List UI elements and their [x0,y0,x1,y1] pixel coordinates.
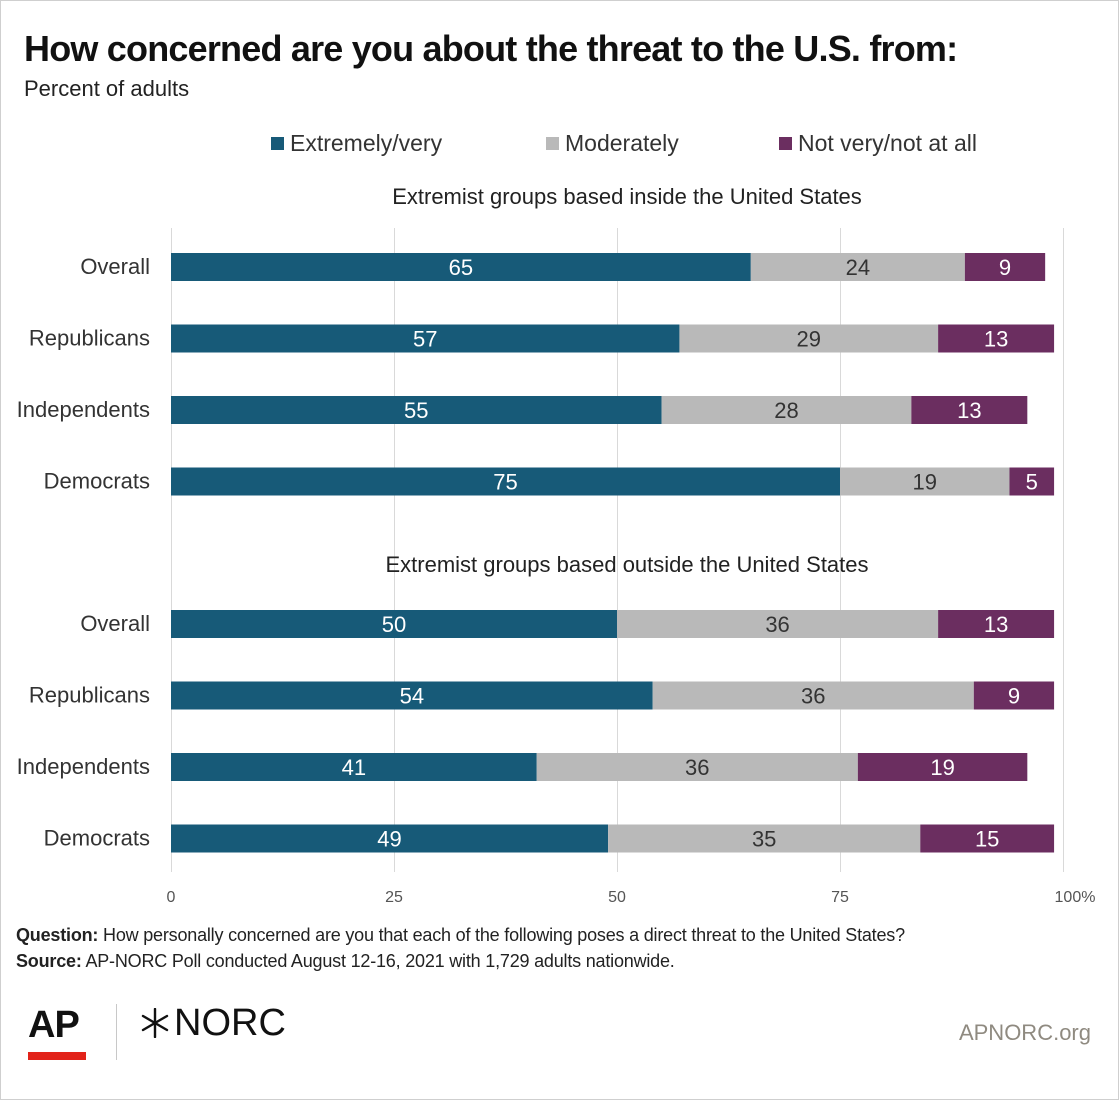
data-label: 29 [797,327,821,352]
bar-segment [171,681,653,710]
x-tick-label: 0 [167,889,176,906]
category-label: Independents [17,754,150,779]
bar-segment [920,824,1055,853]
ap-logo: AP [28,1004,80,1046]
norc-logo-text: NORC [174,1002,286,1044]
data-label: 36 [765,612,789,637]
stacked-bar-chart: Extremely/very Moderately Not very/not at … [17,130,1096,906]
panel-title: Extremist groups based outside the Unite… [385,552,868,577]
data-label: 35 [752,827,776,852]
question-label: Question: [16,925,99,945]
data-label: 36 [685,755,709,780]
bar-segment [536,753,858,781]
legend-swatch [779,137,792,150]
x-tick-label: 25 [385,889,403,906]
bar-segment [973,681,1055,710]
bar-segment [171,610,617,638]
data-label: 65 [449,255,473,280]
bar-segment [171,467,840,496]
category-label: Independents [17,397,150,422]
data-label: 19 [930,755,954,780]
category-label: Republicans [29,683,150,708]
bar-segment [750,253,965,281]
question-text: How personally concerned are you that ea… [103,925,905,945]
category-label: Democrats [44,469,150,494]
data-label: 75 [493,470,517,495]
question-note: Question: How personally concerned are y… [16,925,905,946]
bar-segment [964,253,1046,281]
bar-segment [857,753,1028,781]
data-label: 19 [912,470,936,495]
legend-label: Moderately [565,130,679,156]
bar-segment [679,324,939,353]
data-label: 57 [413,327,437,352]
bar-segment [171,324,680,353]
category-label: Overall [80,254,150,279]
data-label: 9 [999,255,1011,280]
bar-segment [840,467,1010,496]
legend-label: Extremely/very [290,130,443,156]
bar-segment [171,253,751,281]
ap-logo-underline [28,1052,86,1060]
chart-subtitle: Percent of adults [24,76,190,101]
bar-segment [617,610,939,638]
data-label: 55 [404,398,428,423]
bar-segment [938,324,1055,353]
panel-title: Extremist groups based inside the United… [392,184,862,209]
bar-segment [911,396,1028,424]
source-text: AP-NORC Poll conducted August 12-16, 202… [85,951,675,971]
legend-swatch [271,137,284,150]
x-tick-label: 100% [1055,889,1096,906]
bar-segment [171,824,609,853]
logo-divider [116,1004,117,1060]
data-label: 54 [400,684,424,709]
bar-segment [171,753,537,781]
data-label: 15 [975,827,999,852]
data-label: 9 [1008,684,1020,709]
category-label: Overall [80,611,150,636]
data-label: 5 [1026,470,1038,495]
bar-segment [652,681,974,710]
legend-swatch [546,137,559,150]
norc-star-icon [141,1008,169,1038]
bar-segment [938,610,1055,638]
x-tick-label: 50 [608,889,626,906]
data-label: 49 [377,827,401,852]
category-label: Democrats [44,826,150,851]
legend-label: Not very/not at all [798,130,977,156]
x-tick-label: 75 [831,889,849,906]
bar-segment [661,396,912,424]
data-label: 13 [957,398,981,423]
data-label: 41 [342,755,366,780]
data-label: 50 [382,612,406,637]
chart-title: How concerned are you about the threat t… [24,28,958,69]
source-label: Source: [16,951,82,971]
site-link[interactable]: APNORC.org [958,1020,1091,1045]
data-label: 24 [846,255,870,280]
source-note: Source: AP-NORC Poll conducted August 12… [16,951,675,972]
bar-segment [171,396,662,424]
category-label: Republicans [29,326,150,351]
bar-segment [608,824,921,853]
data-label: 13 [984,327,1008,352]
data-label: 36 [801,684,825,709]
bar-segment [1009,467,1055,496]
data-label: 13 [984,612,1008,637]
data-label: 28 [774,398,798,423]
